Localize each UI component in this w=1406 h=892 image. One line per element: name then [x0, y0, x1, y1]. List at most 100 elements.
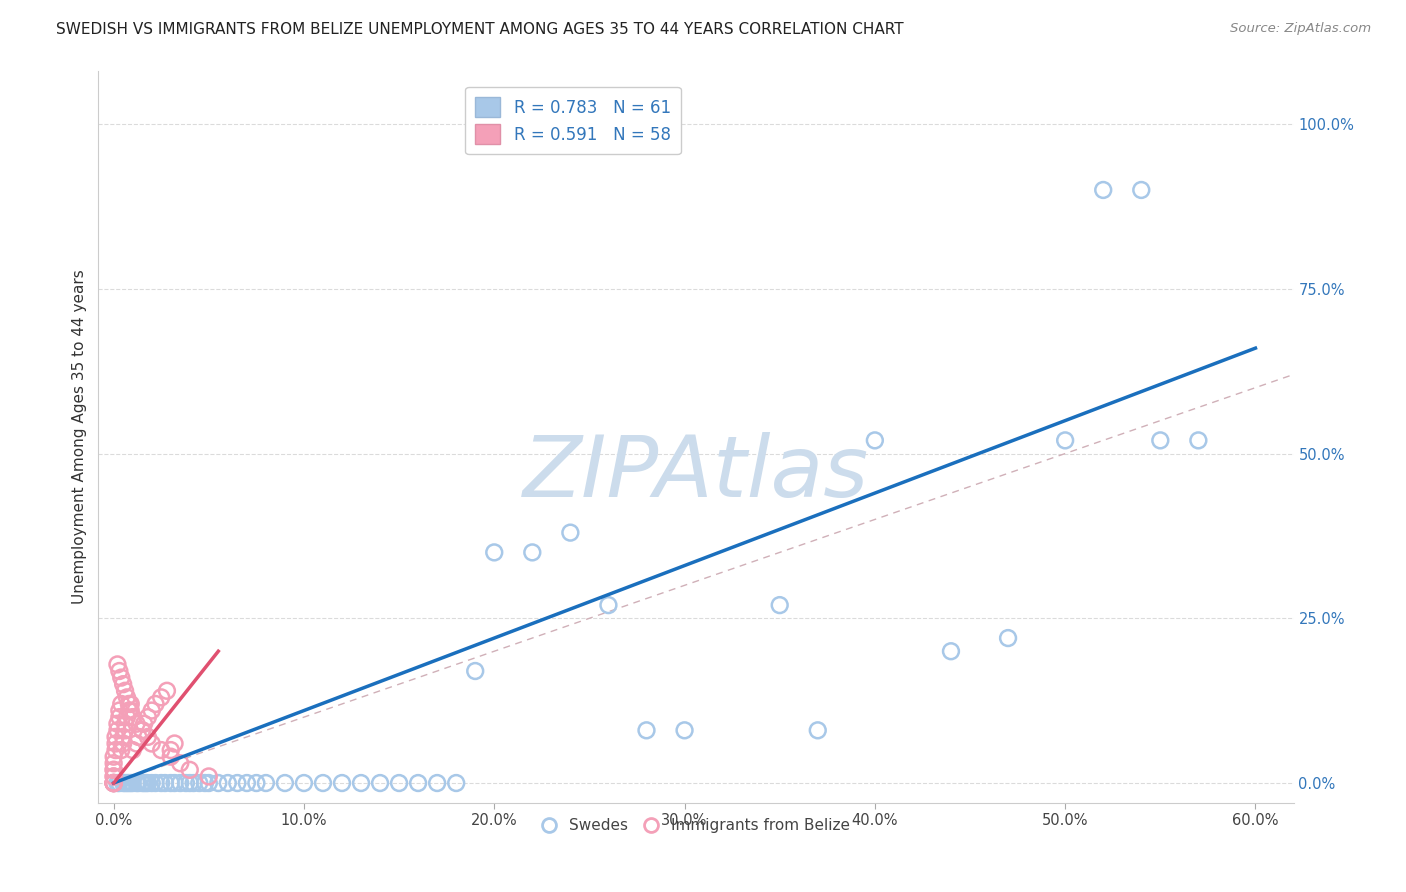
- Immigrants from Belize: [118, 704, 141, 718]
- Swedes: [198, 776, 221, 790]
- Swedes: [121, 776, 143, 790]
- Swedes: [114, 776, 136, 790]
- Immigrants from Belize: [120, 697, 142, 711]
- Swedes: [636, 723, 658, 738]
- Immigrants from Belize: [108, 664, 131, 678]
- Swedes: [131, 776, 153, 790]
- Swedes: [179, 776, 201, 790]
- Swedes: [150, 776, 173, 790]
- Swedes: [112, 776, 135, 790]
- Immigrants from Belize: [110, 697, 132, 711]
- Immigrants from Belize: [141, 737, 163, 751]
- Immigrants from Belize: [163, 737, 186, 751]
- Immigrants from Belize: [114, 683, 136, 698]
- Immigrants from Belize: [110, 671, 132, 685]
- Swedes: [464, 664, 486, 678]
- Swedes: [103, 776, 125, 790]
- Swedes: [1092, 183, 1115, 197]
- Text: Source: ZipAtlas.com: Source: ZipAtlas.com: [1230, 22, 1371, 36]
- Swedes: [135, 776, 157, 790]
- Swedes: [236, 776, 259, 790]
- Immigrants from Belize: [159, 749, 181, 764]
- Immigrants from Belize: [169, 756, 191, 771]
- Swedes: [183, 776, 205, 790]
- Immigrants from Belize: [108, 710, 131, 724]
- Swedes: [254, 776, 277, 790]
- Immigrants from Belize: [104, 743, 127, 757]
- Immigrants from Belize: [103, 776, 125, 790]
- Immigrants from Belize: [159, 743, 181, 757]
- Swedes: [174, 776, 197, 790]
- Immigrants from Belize: [108, 704, 131, 718]
- Swedes: [169, 776, 191, 790]
- Swedes: [1149, 434, 1171, 448]
- Swedes: [1187, 434, 1209, 448]
- Swedes: [136, 776, 159, 790]
- Swedes: [863, 434, 886, 448]
- Swedes: [406, 776, 429, 790]
- Immigrants from Belize: [150, 743, 173, 757]
- Immigrants from Belize: [120, 704, 142, 718]
- Swedes: [350, 776, 373, 790]
- Swedes: [769, 598, 792, 612]
- Immigrants from Belize: [103, 769, 125, 783]
- Immigrants from Belize: [125, 716, 148, 731]
- Immigrants from Belize: [115, 710, 138, 724]
- Y-axis label: Unemployment Among Ages 35 to 44 years: Unemployment Among Ages 35 to 44 years: [72, 269, 87, 605]
- Immigrants from Belize: [107, 657, 129, 672]
- Swedes: [194, 776, 217, 790]
- Immigrants from Belize: [132, 716, 155, 731]
- Swedes: [274, 776, 297, 790]
- Immigrants from Belize: [107, 723, 129, 738]
- Swedes: [312, 776, 335, 790]
- Swedes: [522, 545, 544, 559]
- Immigrants from Belize: [141, 704, 163, 718]
- Immigrants from Belize: [145, 697, 167, 711]
- Immigrants from Belize: [118, 697, 141, 711]
- Swedes: [125, 776, 148, 790]
- Immigrants from Belize: [131, 723, 153, 738]
- Immigrants from Belize: [150, 690, 173, 705]
- Swedes: [188, 776, 211, 790]
- Swedes: [330, 776, 353, 790]
- Swedes: [426, 776, 449, 790]
- Immigrants from Belize: [114, 716, 136, 731]
- Swedes: [217, 776, 239, 790]
- Swedes: [560, 525, 582, 540]
- Immigrants from Belize: [103, 756, 125, 771]
- Swedes: [484, 545, 506, 559]
- Immigrants from Belize: [103, 763, 125, 777]
- Swedes: [444, 776, 467, 790]
- Swedes: [132, 776, 155, 790]
- Immigrants from Belize: [112, 737, 135, 751]
- Immigrants from Belize: [103, 776, 125, 790]
- Swedes: [292, 776, 315, 790]
- Swedes: [1054, 434, 1077, 448]
- Immigrants from Belize: [112, 730, 135, 744]
- Swedes: [997, 631, 1019, 645]
- Immigrants from Belize: [107, 716, 129, 731]
- Swedes: [108, 776, 131, 790]
- Immigrants from Belize: [103, 769, 125, 783]
- Swedes: [368, 776, 391, 790]
- Immigrants from Belize: [198, 769, 221, 783]
- Swedes: [145, 776, 167, 790]
- Swedes: [207, 776, 229, 790]
- Immigrants from Belize: [114, 723, 136, 738]
- Immigrants from Belize: [121, 743, 143, 757]
- Swedes: [245, 776, 267, 790]
- Text: SWEDISH VS IMMIGRANTS FROM BELIZE UNEMPLOYMENT AMONG AGES 35 TO 44 YEARS CORRELA: SWEDISH VS IMMIGRANTS FROM BELIZE UNEMPL…: [56, 22, 904, 37]
- Swedes: [939, 644, 962, 658]
- Immigrants from Belize: [131, 723, 153, 738]
- Swedes: [598, 598, 620, 612]
- Swedes: [807, 723, 830, 738]
- Immigrants from Belize: [127, 730, 149, 744]
- Swedes: [127, 776, 149, 790]
- Immigrants from Belize: [112, 677, 135, 691]
- Immigrants from Belize: [104, 730, 127, 744]
- Immigrants from Belize: [103, 763, 125, 777]
- Legend: Swedes, Immigrants from Belize: Swedes, Immigrants from Belize: [536, 812, 856, 839]
- Swedes: [120, 776, 142, 790]
- Immigrants from Belize: [104, 737, 127, 751]
- Immigrants from Belize: [125, 737, 148, 751]
